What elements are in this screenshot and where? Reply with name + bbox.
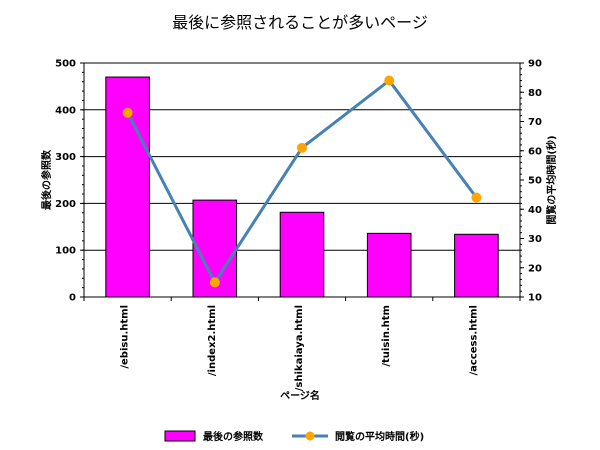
right-tick-label: 50 <box>528 176 542 187</box>
legend-bar-swatch <box>164 430 196 442</box>
legend-line-label: 閲覧の平均時間(秒) <box>335 430 424 443</box>
right-axis-ticks: 10 20 30 40 50 60 70 80 90 <box>520 59 542 304</box>
right-tick-label: 10 <box>528 293 542 304</box>
left-axis-label: 最後の参照数 <box>40 149 53 210</box>
legend-bar-label: 最後の参照数 <box>203 430 264 443</box>
line-point <box>471 192 482 203</box>
left-axis-ticks: 0 100 200 300 400 500 <box>55 59 84 304</box>
right-tick-label: 40 <box>528 205 542 216</box>
line-point <box>297 142 307 153</box>
legend: 最後の参照数 閲覧の平均時間(秒) <box>164 430 424 443</box>
line-point <box>384 75 395 86</box>
x-tick-label: /index2.html <box>207 305 218 376</box>
left-tick-label: 200 <box>55 199 76 210</box>
right-tick-label: 20 <box>528 263 542 274</box>
grid <box>84 62 520 251</box>
right-tick-label: 80 <box>528 88 542 99</box>
x-tick-label: /tuisin.htm <box>381 305 392 367</box>
x-tick-label: /access.html <box>468 305 479 376</box>
left-tick-label: 0 <box>69 293 76 304</box>
left-tick-label: 300 <box>55 152 76 163</box>
right-tick-label: 60 <box>528 146 542 157</box>
bar <box>454 233 499 298</box>
bar <box>279 211 325 298</box>
left-tick-label: 100 <box>55 246 76 257</box>
line-point <box>122 107 133 118</box>
x-tick-label: /shikaiaya.html <box>294 305 305 391</box>
x-axis-label: ページ名 <box>280 389 320 402</box>
line-series <box>122 75 482 288</box>
line-point <box>209 277 220 288</box>
right-axis-label: 閲覧の平均時間(秒) <box>545 135 558 224</box>
legend-line-marker <box>305 431 315 441</box>
right-tick-label: 30 <box>528 234 542 245</box>
right-tick-label: 70 <box>528 117 542 128</box>
x-tick-label: /ebisu.html <box>120 305 131 369</box>
bar <box>366 232 412 298</box>
x-axis-ticks: /ebisu.html/index2.html/shikaiaya.html/t… <box>83 297 521 391</box>
right-tick-label: 90 <box>528 59 542 70</box>
left-tick-label: 500 <box>55 59 76 70</box>
chart-title: 最後に参照されることが多いページ <box>172 13 428 32</box>
left-tick-label: 400 <box>55 105 76 116</box>
